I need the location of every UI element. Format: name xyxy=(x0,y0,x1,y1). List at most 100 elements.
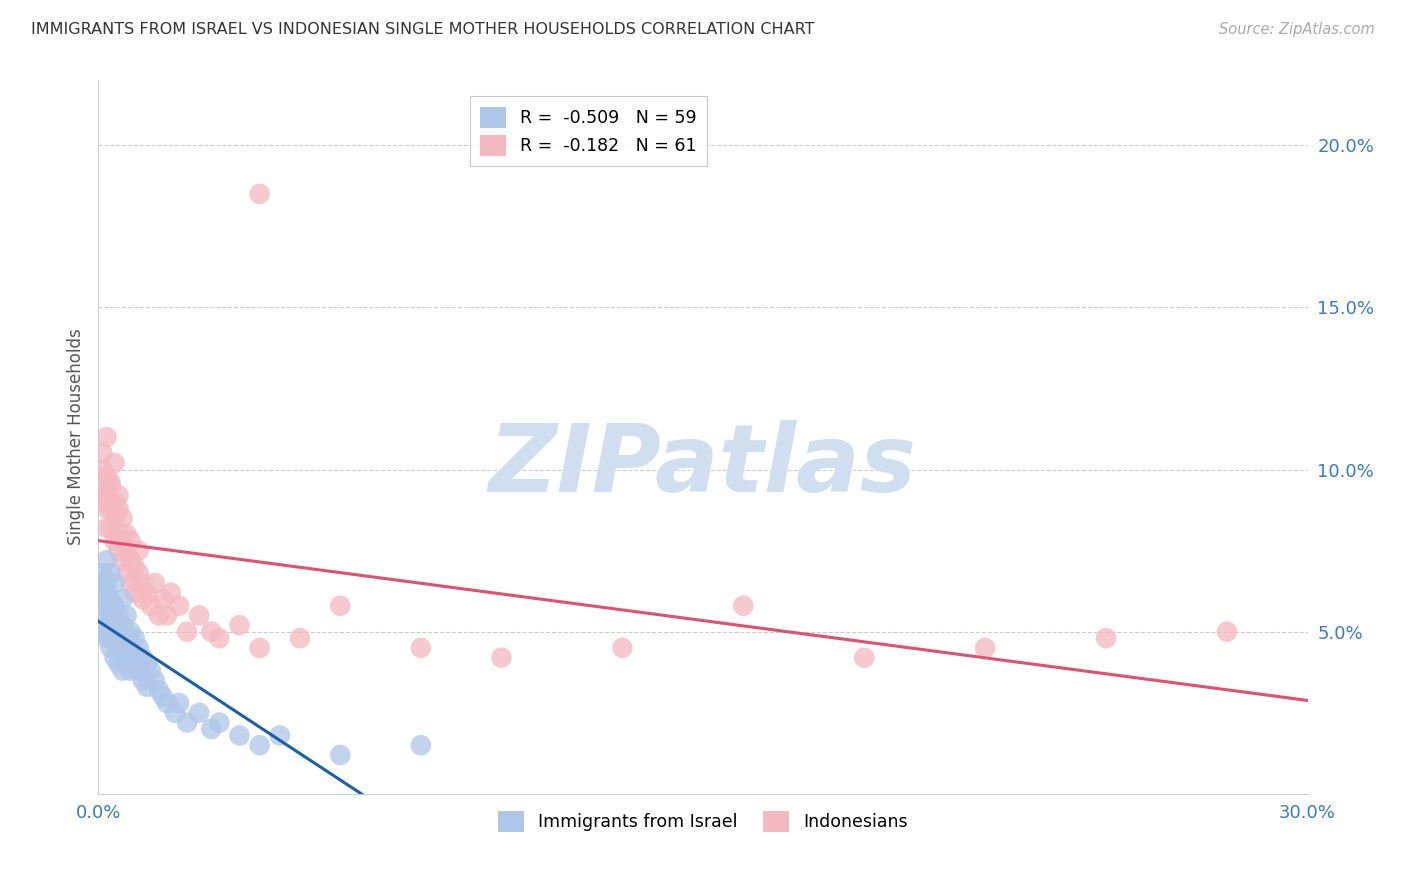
Point xyxy=(733,599,755,613)
Point xyxy=(96,586,118,600)
Point xyxy=(152,690,174,704)
Point xyxy=(1216,624,1239,639)
Point xyxy=(249,186,271,201)
Point xyxy=(96,618,118,632)
Point xyxy=(188,706,211,720)
Y-axis label: Single Mother Households: Single Mother Households xyxy=(66,329,84,545)
Point xyxy=(120,533,142,548)
Point xyxy=(269,729,291,743)
Point xyxy=(100,479,122,493)
Point xyxy=(111,664,134,678)
Point xyxy=(329,747,352,762)
Point xyxy=(124,631,146,645)
Point xyxy=(96,501,118,516)
Point xyxy=(139,664,162,678)
Point xyxy=(148,683,170,698)
Point xyxy=(132,576,155,591)
Point xyxy=(100,501,122,516)
Point xyxy=(176,715,198,730)
Point xyxy=(103,533,125,548)
Point xyxy=(91,592,114,607)
Point xyxy=(128,664,150,678)
Point xyxy=(167,696,190,710)
Point xyxy=(139,599,162,613)
Point xyxy=(103,576,125,591)
Point xyxy=(188,608,211,623)
Point xyxy=(91,624,114,639)
Point xyxy=(1095,631,1118,645)
Point xyxy=(135,680,157,694)
Point xyxy=(91,479,114,493)
Point xyxy=(329,599,352,613)
Point xyxy=(124,650,146,665)
Point xyxy=(120,644,142,658)
Point xyxy=(115,608,138,623)
Point xyxy=(100,521,122,535)
Text: IMMIGRANTS FROM ISRAEL VS INDONESIAN SINGLE MOTHER HOUSEHOLDS CORRELATION CHART: IMMIGRANTS FROM ISRAEL VS INDONESIAN SIN… xyxy=(31,22,814,37)
Point xyxy=(115,650,138,665)
Point xyxy=(132,650,155,665)
Point xyxy=(96,488,118,502)
Point xyxy=(124,586,146,600)
Point xyxy=(96,631,118,645)
Point xyxy=(152,592,174,607)
Point xyxy=(208,715,231,730)
Point xyxy=(143,576,166,591)
Point xyxy=(148,608,170,623)
Point xyxy=(91,566,114,581)
Text: Source: ZipAtlas.com: Source: ZipAtlas.com xyxy=(1219,22,1375,37)
Point xyxy=(107,543,129,558)
Point xyxy=(91,446,114,460)
Legend: Immigrants from Israel, Indonesians: Immigrants from Israel, Indonesians xyxy=(491,804,915,838)
Point xyxy=(96,576,118,591)
Point xyxy=(128,566,150,581)
Point xyxy=(100,640,122,655)
Point xyxy=(103,631,125,645)
Point xyxy=(288,631,311,645)
Point xyxy=(107,608,129,623)
Point xyxy=(156,608,179,623)
Point xyxy=(103,599,125,613)
Point xyxy=(974,640,997,655)
Point xyxy=(132,592,155,607)
Point xyxy=(156,696,179,710)
Point xyxy=(91,462,114,476)
Point xyxy=(107,640,129,655)
Point xyxy=(135,586,157,600)
Point xyxy=(111,533,134,548)
Point xyxy=(107,657,129,672)
Point xyxy=(200,624,222,639)
Point xyxy=(111,618,134,632)
Point xyxy=(409,738,432,752)
Point xyxy=(91,495,114,509)
Point xyxy=(128,640,150,655)
Point xyxy=(491,650,513,665)
Point xyxy=(249,640,271,655)
Point xyxy=(91,576,114,591)
Point xyxy=(111,553,134,567)
Point xyxy=(103,511,125,525)
Point xyxy=(100,624,122,639)
Point xyxy=(612,640,634,655)
Point xyxy=(167,599,190,613)
Point xyxy=(115,631,138,645)
Point xyxy=(107,624,129,639)
Point xyxy=(208,631,231,645)
Point xyxy=(120,576,142,591)
Point xyxy=(132,673,155,688)
Point xyxy=(100,592,122,607)
Point xyxy=(120,624,142,639)
Point xyxy=(91,608,114,623)
Point xyxy=(853,650,876,665)
Point xyxy=(228,618,250,632)
Point xyxy=(124,559,146,574)
Point xyxy=(160,586,183,600)
Point xyxy=(111,640,134,655)
Point xyxy=(100,475,122,490)
Point xyxy=(107,527,129,541)
Point xyxy=(135,657,157,672)
Point xyxy=(163,706,186,720)
Point xyxy=(200,722,222,736)
Point xyxy=(96,521,118,535)
Point xyxy=(107,488,129,502)
